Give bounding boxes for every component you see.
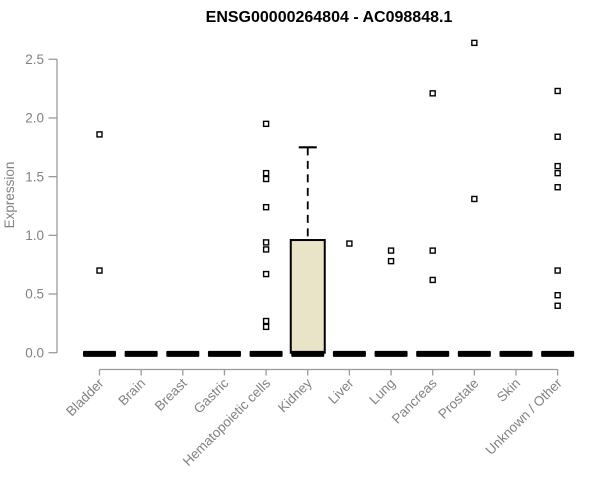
outlier-point [96, 131, 103, 138]
outlier-point [429, 247, 436, 254]
x-tick-label: Brain [115, 376, 148, 409]
median-bar [124, 350, 158, 357]
box-kidney [289, 239, 326, 354]
outlier-point [262, 323, 270, 331]
x-tick-label: Liver [325, 375, 357, 407]
outlier-point [471, 195, 478, 203]
median-bar [457, 350, 491, 357]
outlier-point [262, 120, 270, 128]
outlier-point [387, 247, 395, 254]
y-tick-label: 1.0 [25, 228, 44, 243]
y-tick-label: 1.5 [25, 169, 44, 184]
outlier-point [262, 175, 270, 183]
median-bar [499, 350, 533, 357]
outlier-point [262, 203, 270, 211]
outlier-point [346, 240, 353, 247]
outlier-point [262, 169, 270, 177]
x-tick-label: Lung [366, 376, 398, 408]
x-tick-label: Unknown / Other [483, 375, 566, 458]
outlier-point [554, 291, 561, 299]
median-bar [83, 350, 116, 357]
outlier-point [554, 87, 561, 95]
outlier-point [554, 162, 561, 170]
x-tick-label: Gastric [191, 375, 232, 416]
outlier-point [429, 90, 436, 97]
outlier-point [262, 239, 270, 246]
x-tick-label: Prostate [435, 376, 481, 422]
median-bar [416, 350, 450, 357]
outlier-point [429, 276, 436, 284]
median-bar [249, 350, 283, 357]
median-bar [541, 350, 575, 357]
outlier-point [262, 246, 270, 253]
outlier-point [471, 39, 478, 47]
outlier-point [96, 267, 103, 274]
outlier-point [262, 317, 270, 325]
y-tick-label: 0.5 [25, 287, 44, 302]
outlier-point [262, 270, 270, 278]
x-tick-label: Breast [152, 375, 190, 413]
outlier-point [554, 169, 561, 177]
median-bar [166, 350, 200, 357]
median-bar [291, 350, 325, 357]
x-tick-label: Skin [494, 376, 523, 405]
outlier-point [554, 133, 561, 140]
median-bar [207, 350, 241, 357]
y-tick-label: 2.5 [25, 52, 44, 67]
outlier-point [554, 302, 561, 309]
chart-title: ENSG00000264804 - AC098848.1 [205, 9, 453, 26]
x-tick-label: Pancreas [389, 375, 440, 426]
outlier-point [554, 267, 561, 274]
x-tick-label: Bladder [63, 375, 107, 419]
outlier-point [387, 257, 395, 265]
median-bar [332, 350, 366, 357]
y-tick-label: 0.0 [25, 345, 44, 360]
x-tick-label: Kidney [275, 375, 315, 415]
median-bar [374, 350, 408, 357]
outlier-point [554, 184, 561, 191]
y-tick-label: 2.0 [25, 111, 44, 126]
